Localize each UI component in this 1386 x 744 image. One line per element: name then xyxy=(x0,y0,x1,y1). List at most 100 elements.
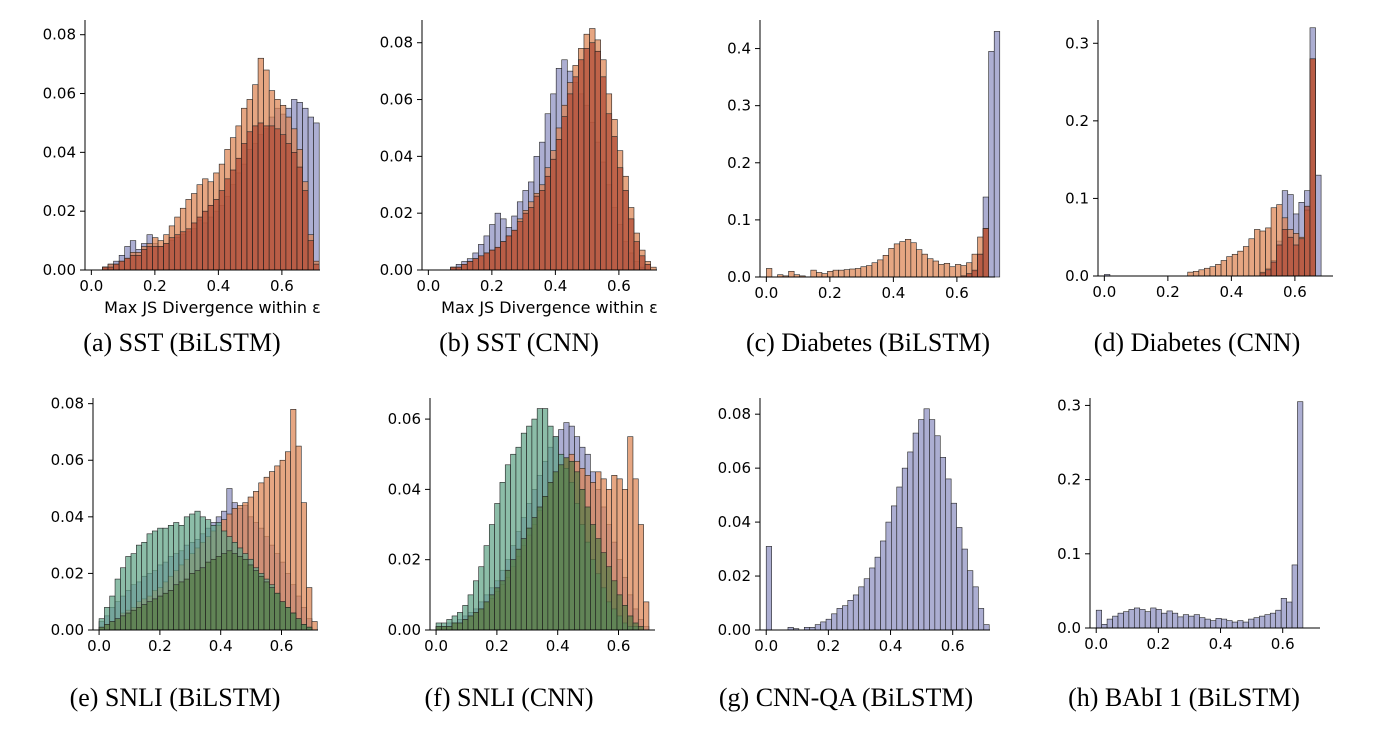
histogram-bar xyxy=(466,261,474,271)
histogram-bar xyxy=(838,269,845,278)
histogram-bar xyxy=(224,178,231,271)
histogram-bar xyxy=(904,239,912,278)
histogram-bar xyxy=(1254,229,1261,277)
histogram-bar xyxy=(605,113,613,271)
chart-panel-3: 0.0 0.2 0.4 0.6 0.0 0.1 0.2 0.3 0.4 xyxy=(715,15,1005,322)
histogram-bar xyxy=(306,587,313,631)
histogram-bar xyxy=(129,254,137,271)
histogram-bar xyxy=(843,269,851,278)
y-tick-label: 0.0 xyxy=(1057,619,1081,637)
histogram-bar xyxy=(616,594,623,631)
histogram-bar xyxy=(542,496,549,631)
histogram-bar xyxy=(628,218,635,271)
x-tick-label: 0.0 xyxy=(1084,635,1108,653)
histogram-bar xyxy=(478,255,485,271)
histogram-bar xyxy=(1188,615,1195,629)
chart-svg: 0.0 0.2 0.4 0.6 0.00 0.02 0.04 0.06 0.08 Max JS D… xyxy=(380,20,658,317)
histogram-bar xyxy=(533,195,540,271)
y-tick-label: 0.04 xyxy=(51,508,84,526)
histogram-bar xyxy=(539,190,546,271)
histogram-bar xyxy=(831,613,838,631)
histogram-bar xyxy=(606,566,612,631)
histogram-bar xyxy=(291,152,298,271)
histogram-bar xyxy=(966,273,973,278)
chart-svg: 0.0 0.2 0.4 0.6 0.0 0.1 0.2 0.3 xyxy=(1065,20,1333,301)
histogram-bar xyxy=(627,436,634,631)
histogram-bar xyxy=(174,234,181,271)
histogram-bar xyxy=(949,266,956,278)
histogram-bar xyxy=(854,268,862,278)
histogram-bar xyxy=(162,592,169,631)
histogram-bar xyxy=(241,143,248,271)
y-tick-label: 0.08 xyxy=(380,34,413,52)
chart-caption: (h) BAbI 1 (BiLSTM) xyxy=(1068,683,1300,712)
histogram-bar xyxy=(1276,244,1283,277)
histogram-bar xyxy=(885,521,892,631)
histogram-bar xyxy=(788,270,795,278)
y-tick-label: 0.2 xyxy=(727,154,751,172)
histogram-bar xyxy=(290,409,297,631)
histogram-bar xyxy=(836,608,843,631)
histogram-bar xyxy=(285,451,291,631)
x-axis-label: Max JS Divergence within ε xyxy=(104,298,321,317)
histogram-bar xyxy=(893,243,901,278)
chart-caption: (b) SST (CNN) xyxy=(439,328,599,357)
histogram-bar xyxy=(494,246,501,271)
x-tick-label: 0.4 xyxy=(879,637,903,655)
chart-svg: 0.0 0.2 0.4 0.6 0.00 0.02 0.04 0.06 xyxy=(388,398,655,655)
chart-panel-8: 0.0 0.2 0.4 0.6 0.0 0.1 0.2 0.3 xyxy=(1045,393,1330,673)
histogram-bar xyxy=(1226,620,1233,629)
histogram-bar xyxy=(1281,229,1289,277)
histogram-bar xyxy=(558,464,565,631)
histogram-bar xyxy=(451,622,458,631)
histogram-bar xyxy=(827,270,834,278)
histogram-bar xyxy=(151,598,158,631)
histogram-bar xyxy=(1155,609,1162,629)
histogram-bar xyxy=(552,471,559,631)
histogram-bar xyxy=(178,581,185,631)
x-tick-label: 0.0 xyxy=(754,284,778,302)
chart-caption: (a) SST (BiLSTM) xyxy=(83,328,281,357)
chart-caption: (g) CNN-QA (BiLSTM) xyxy=(718,683,974,712)
histogram-bar xyxy=(499,580,506,631)
histogram-bar xyxy=(226,550,233,631)
histogram-bar xyxy=(520,538,527,631)
y-tick-label: 0.1 xyxy=(1057,545,1081,563)
histogram-bar xyxy=(504,569,511,631)
histogram-bar xyxy=(118,260,125,271)
histogram-bar xyxy=(972,586,979,631)
y-tick-label: 0.04 xyxy=(43,143,76,161)
histogram-bar xyxy=(152,246,159,271)
histogram-bar xyxy=(1237,250,1244,277)
histogram-bar xyxy=(1215,618,1222,629)
histogram-bar xyxy=(1291,564,1298,629)
histogram-bar xyxy=(950,502,957,631)
histogram-bar xyxy=(189,573,196,631)
histogram-bar xyxy=(977,253,984,278)
chart-panel-1: 0.0 0.2 0.4 0.6 0.00 0.02 0.04 0.06 0.08 Max JS D… xyxy=(40,15,330,317)
series-3 xyxy=(102,122,320,271)
histogram-bar xyxy=(130,609,137,631)
histogram-bar xyxy=(955,264,962,278)
histogram-bar xyxy=(821,273,828,278)
histogram-bar xyxy=(1248,618,1255,629)
histogram-bar xyxy=(478,608,485,631)
chart-svg: 0.0 0.2 0.4 0.6 0.00 0.02 0.04 0.06 0.08 xyxy=(51,395,318,655)
y-tick-label: 0.1 xyxy=(727,211,751,229)
histogram-bar xyxy=(461,264,468,271)
y-tick-label: 0.04 xyxy=(388,480,421,498)
histogram-bar xyxy=(590,524,597,631)
histogram-bar xyxy=(285,607,291,631)
histogram-bar xyxy=(877,259,884,278)
histogram-bar xyxy=(1264,614,1271,629)
chart-panel-4: 0.0 0.2 0.4 0.6 0.0 0.1 0.2 0.3 xyxy=(1053,15,1343,321)
histogram-bar xyxy=(1248,238,1255,277)
chart-panel-5: 0.0 0.2 0.4 0.6 0.00 0.02 0.04 0.06 0.08 xyxy=(48,393,328,675)
histogram-bar xyxy=(816,272,823,278)
histogram-bar xyxy=(252,125,259,271)
histogram-bar xyxy=(1265,227,1272,277)
histogram-bar xyxy=(135,254,142,271)
histogram-bar xyxy=(637,626,644,631)
y-tick-label: 0.2 xyxy=(1065,112,1089,130)
